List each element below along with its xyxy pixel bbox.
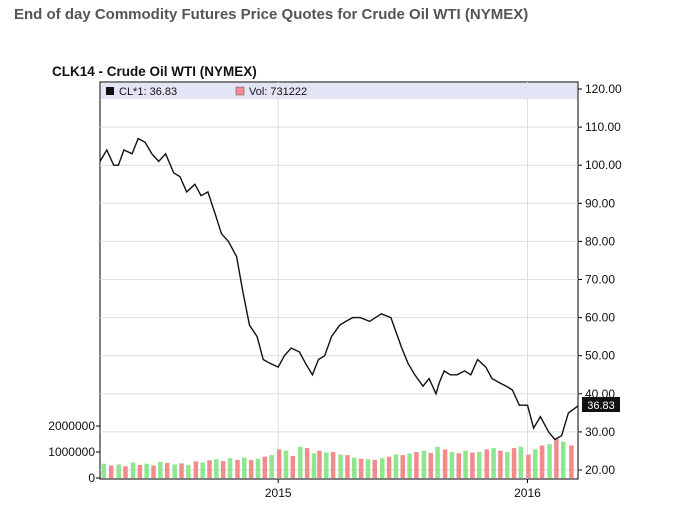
volume-bar — [151, 465, 156, 478]
price-tick-label: 100.00 — [585, 158, 622, 172]
chart-title: CLK14 - Crude Oil WTI (NYMEX) — [52, 64, 257, 79]
volume-bar — [283, 450, 289, 478]
volume-bar — [330, 452, 336, 478]
volume-bar — [108, 465, 114, 478]
price-tick-label: 120.00 — [585, 82, 622, 96]
volume-bar — [101, 463, 106, 478]
volume-bar — [324, 452, 329, 478]
volume-bar — [179, 463, 184, 478]
x-tick-label: 2015 — [265, 486, 292, 500]
volume-bar — [352, 457, 357, 478]
price-tick-label: 20.00 — [585, 463, 615, 477]
price-tick-label: 80.00 — [585, 234, 615, 248]
volume-bar — [358, 458, 364, 478]
volume-bar — [511, 448, 517, 478]
volume-bar — [186, 465, 191, 478]
volume-bar — [172, 464, 177, 478]
volume-bar — [255, 458, 261, 478]
volume-bar — [442, 449, 448, 478]
volume-bar — [372, 459, 378, 478]
volume-bar — [547, 444, 552, 478]
volume-bar — [262, 456, 268, 478]
volume-tick-label: 1000000 — [48, 445, 95, 459]
volume-bar — [380, 458, 385, 478]
plot-frame — [99, 81, 579, 480]
volume-bar — [158, 461, 163, 478]
volume-bar — [298, 446, 303, 478]
volume-bar — [414, 452, 419, 478]
legend-volume-swatch — [235, 86, 245, 96]
volume-bar — [242, 457, 247, 478]
volume-bar — [421, 450, 427, 478]
volume-bar — [317, 450, 322, 478]
volume-bar — [164, 462, 170, 478]
volume-bar — [518, 446, 524, 478]
volume-axis: 2000000 1000000 0 — [48, 419, 100, 485]
volume-bar — [214, 459, 219, 478]
volume-bar — [207, 460, 212, 478]
volume-bar — [476, 452, 482, 478]
price-tick-label: 70.00 — [585, 273, 615, 287]
volume-tick-label: 2000000 — [48, 419, 95, 433]
volume-bar — [345, 455, 350, 478]
price-tick-label: 90.00 — [585, 196, 615, 210]
volume-bar — [428, 453, 434, 478]
legend-price-label: CL*1: 36.83 — [119, 86, 177, 98]
last-value-label: 36.83 — [587, 400, 615, 412]
price-series-line — [99, 137, 579, 441]
price-axis: 120.00 110.00 100.00 90.00 80.00 70.00 60.00 50… — [578, 82, 622, 477]
volume-bars — [101, 439, 574, 478]
volume-bar — [484, 449, 489, 478]
legend-volume-label: Vol: 731222 — [249, 86, 307, 98]
price-tick-label: 60.00 — [585, 311, 615, 325]
volume-bar — [491, 448, 496, 478]
volume-bar — [276, 449, 282, 478]
x-axis: 2015 2016 — [265, 479, 541, 500]
volume-bar — [504, 452, 510, 478]
volume-bar — [560, 441, 566, 478]
volume-bar — [144, 463, 149, 478]
volume-bar — [393, 454, 399, 478]
volume-bar — [116, 464, 121, 478]
volume-bar — [123, 466, 128, 478]
volume-bar — [365, 459, 371, 478]
volume-bar — [338, 454, 343, 478]
volume-bar — [386, 456, 392, 478]
volume-bar — [470, 452, 475, 478]
volume-bar — [311, 453, 317, 478]
x-tick-label: 2016 — [514, 486, 541, 500]
volume-bar — [290, 455, 296, 478]
volume-bar — [400, 455, 406, 478]
volume-bar — [532, 449, 538, 478]
price-tick-label: 30.00 — [585, 425, 615, 439]
volume-bar — [554, 439, 559, 478]
last-value-badge — [582, 397, 620, 412]
legend-price-swatch — [106, 87, 114, 95]
volume-bar — [200, 462, 205, 478]
price-tick-label: 50.00 — [585, 349, 615, 363]
volume-bar — [248, 460, 254, 478]
volume-bar — [304, 448, 310, 478]
volume-bar — [269, 455, 274, 478]
volume-bar — [130, 462, 136, 478]
volume-bar — [435, 446, 440, 478]
legend-bar — [101, 83, 577, 99]
volume-bar — [235, 459, 240, 478]
volume-bar — [456, 453, 461, 478]
volume-bar — [220, 461, 226, 478]
volume-bar — [539, 445, 545, 478]
volume-bar — [569, 445, 574, 478]
price-tick-label: 110.00 — [585, 120, 621, 134]
volume-bar — [137, 465, 143, 478]
volume-bar — [526, 454, 531, 478]
volume-bar — [498, 450, 503, 478]
page-title: End of day Commodity Futures Price Quote… — [14, 6, 529, 23]
volume-bar — [449, 452, 455, 478]
volume-tick-label: 0 — [88, 471, 95, 485]
volume-bar — [227, 458, 233, 478]
volume-bar — [407, 453, 412, 478]
volume-bar — [463, 450, 468, 478]
volume-bar — [193, 461, 199, 478]
